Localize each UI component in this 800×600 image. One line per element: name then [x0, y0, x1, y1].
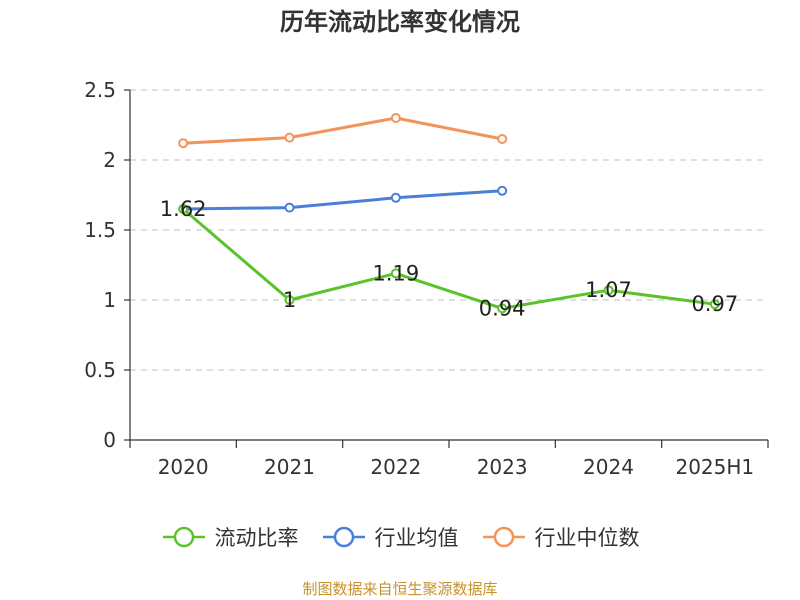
- legend: 流动比率 行业均值 行业中位数: [0, 520, 800, 554]
- x-tick-label: 2021: [264, 455, 315, 479]
- footer-source: 制图数据来自恒生聚源数据库: [302, 580, 498, 598]
- legend-label: 流动比率: [214, 526, 299, 550]
- data-label: 1.62: [160, 197, 207, 221]
- y-tick-label: 1.5: [84, 218, 116, 242]
- data-point: [390, 268, 401, 279]
- data-point: [178, 204, 189, 214]
- data-point: [284, 202, 295, 213]
- x-tick-label: 2024: [583, 455, 634, 479]
- legend-label: 行业中位数: [534, 526, 640, 550]
- data-point: [284, 295, 295, 305]
- data-point: [603, 285, 614, 296]
- data-point: [390, 192, 401, 203]
- legend-item-industry-median[interactable]: 行业中位数: [481, 522, 640, 552]
- data-point: [497, 185, 508, 196]
- data-point: [497, 303, 508, 314]
- x-tick-label: 2025H1: [675, 455, 754, 479]
- series-line: [182, 207, 716, 310]
- data-label: 1.19: [372, 261, 419, 285]
- legend-line-marker-icon: [482, 526, 525, 548]
- data-point: [284, 132, 295, 143]
- x-tick-label: 2023: [477, 455, 528, 479]
- x-tick-label: 2022: [370, 455, 421, 479]
- data-label: 0.94: [479, 296, 526, 320]
- series-line: [183, 116, 503, 145]
- grid-lines: [130, 89, 768, 371]
- y-tick-label: 2.5: [84, 78, 116, 102]
- legend-item-current-ratio[interactable]: 流动比率: [161, 522, 299, 552]
- data-point: [709, 299, 720, 310]
- data-point: [390, 113, 401, 123]
- data-label: 1: [283, 288, 296, 312]
- chart-title: 历年流动比率变化情况: [280, 8, 520, 36]
- legend-item-industry-mean[interactable]: 行业均值: [321, 522, 459, 552]
- data-label: 0.97: [691, 292, 738, 316]
- chart-plot: 0 0.5 1 1.5 2 2.5 2020 2021 2022 2023 2024 2025H1 1…: [84, 78, 769, 479]
- legend-label: 行业均值: [374, 526, 459, 550]
- y-tick-label: 0.5: [84, 358, 116, 382]
- legend-line-marker-icon: [322, 526, 365, 548]
- data-labels: 1.62 1 1.19 0.94 1.07 0.97: [160, 197, 738, 320]
- series-line: [183, 189, 503, 211]
- data-point: [497, 134, 508, 144]
- axes: 0 0.5 1 1.5 2 2.5 2020 2021 2022 2023 2024 2025H1: [84, 78, 769, 479]
- legend-line-marker-icon: [162, 526, 205, 548]
- x-tick-label: 2020: [158, 455, 209, 479]
- data-point: [178, 138, 189, 149]
- data-label: 1.07: [585, 278, 632, 302]
- y-tick-label: 0: [103, 428, 116, 452]
- y-tick-label: 1: [103, 288, 116, 312]
- series-lines: [178, 113, 720, 314]
- y-tick-label: 2: [103, 148, 116, 172]
